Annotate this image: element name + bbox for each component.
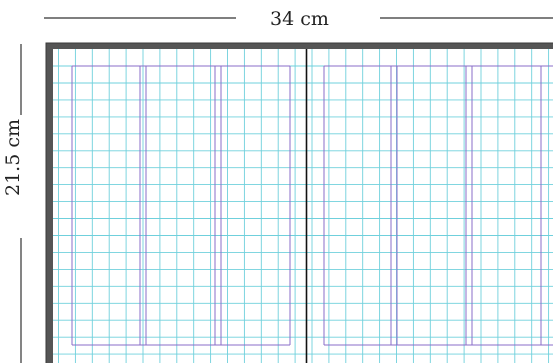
spread-paper [53, 49, 553, 363]
margin-guides [71, 65, 553, 346]
width-dimension-label: 34 cm [270, 8, 329, 30]
height-dimension-label: 21.5 cm [2, 114, 24, 200]
